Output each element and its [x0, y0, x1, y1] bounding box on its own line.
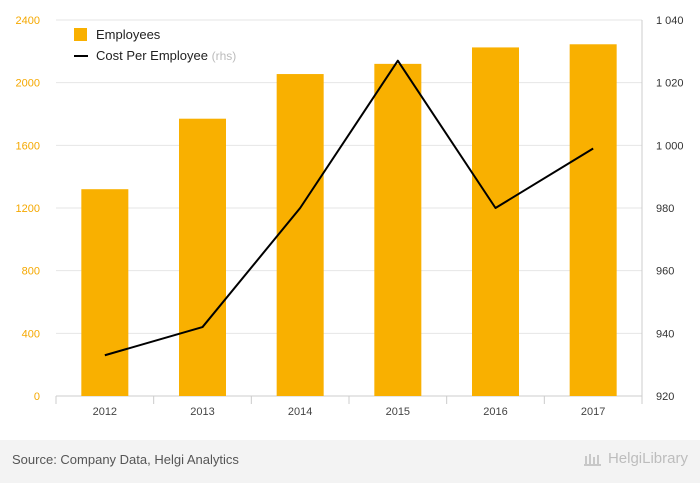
right-axis-tick-label: 940: [656, 328, 674, 340]
right-axis-tick-label: 1 000: [656, 140, 684, 152]
left-axis-tick-label: 2400: [16, 15, 40, 27]
brand-logo[interactable]: HelgiLibrary: [583, 450, 688, 467]
legend-label-suffix: (rhs): [212, 49, 237, 63]
x-axis-tick-label: 2013: [190, 406, 214, 418]
x-axis-tick-label: 2015: [386, 406, 410, 418]
right-axis-tick-label: 1 020: [656, 78, 684, 90]
left-axis-tick-label: 800: [22, 266, 40, 278]
left-axis-tick-label: 0: [34, 391, 40, 403]
source-note: Source: Company Data, Helgi Analytics: [12, 452, 239, 467]
left-axis-tick-label: 1200: [16, 203, 40, 215]
left-axis-tick-label: 1600: [16, 140, 40, 152]
x-axis-tick-label: 2016: [483, 406, 507, 418]
right-axis-tick-label: 960: [656, 266, 674, 278]
legend-label-employees: Employees: [96, 27, 161, 42]
x-axis-tick-label: 2014: [288, 406, 312, 418]
line-cost-per-employee: [104, 59, 594, 357]
left-axis-tick-label: 400: [22, 328, 40, 340]
legend-label-cost-per-employee: Cost Per Employee (rhs): [96, 48, 236, 63]
library-icon: [583, 454, 601, 467]
x-axis-tick-label: 2017: [581, 406, 605, 418]
right-axis-tick-label: 1 040: [656, 15, 684, 27]
bar-employees-2016: [472, 47, 519, 397]
combo-chart: 0 920 400 940 800 960 1200 980 1600 1 000 2000 1 02…: [16, 15, 684, 418]
left-axis-tick-label: 2000: [16, 78, 40, 90]
legend-label-text: Cost Per Employee: [96, 48, 212, 63]
chart-area: 0 920 400 940 800 960 1200 980 1600 1 000 2000 1 02…: [16, 15, 684, 418]
right-axis-tick-label: 920: [656, 391, 674, 403]
footer: Source: Company Data, Helgi Analytics He…: [0, 440, 700, 483]
bar-employees-2017: [569, 44, 617, 397]
x-axis-tick-label: 2012: [93, 406, 117, 418]
bar-employees-2014: [276, 74, 324, 397]
bar-employees-2012: [81, 189, 129, 396]
legend-swatch-employees: [74, 28, 87, 41]
bar-employees-2015: [374, 63, 422, 396]
bar-employees-2013: [179, 118, 226, 396]
right-axis-tick-label: 980: [656, 203, 674, 215]
brand-name: HelgiLibrary: [607, 450, 688, 467]
